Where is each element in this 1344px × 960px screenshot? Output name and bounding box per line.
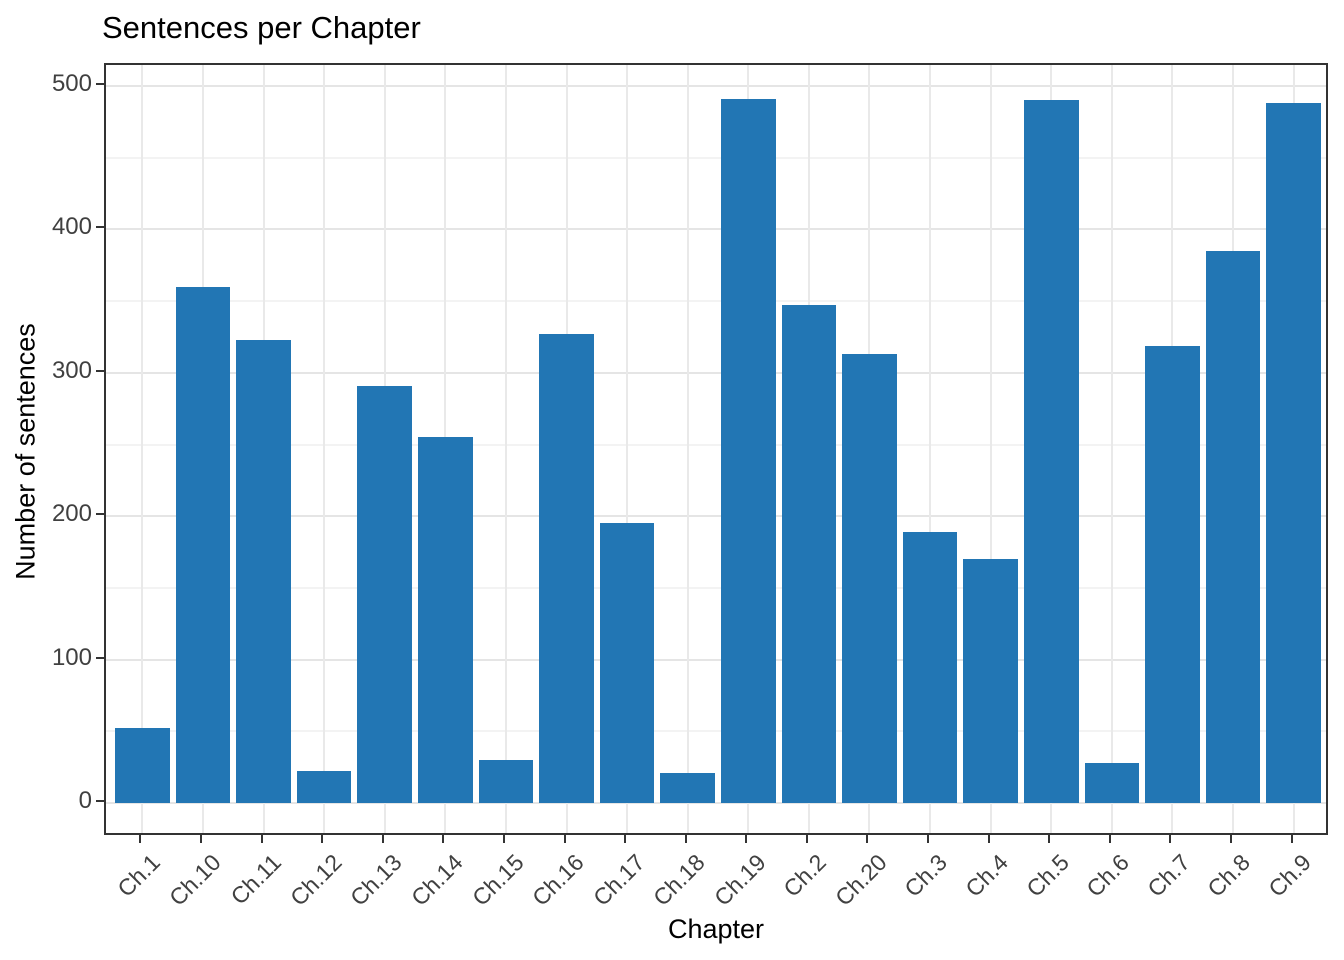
gridline-minor: [106, 586, 1326, 589]
x-axis-tick: [1230, 835, 1233, 843]
gridline-vert: [989, 65, 992, 833]
y-axis-tick: [96, 656, 104, 659]
x-tick-label: Ch.10: [163, 849, 226, 911]
gridline-vert: [323, 65, 326, 833]
x-axis-tick: [684, 835, 687, 843]
x-axis-tick: [381, 835, 384, 843]
y-axis-title: Number of sentences: [10, 323, 41, 580]
y-axis-tick: [96, 226, 104, 229]
bar-Ch.11: [236, 339, 291, 803]
gridline-major: [106, 371, 1326, 374]
x-tick-label: Ch.7: [1142, 849, 1195, 902]
gridline-vert: [1110, 65, 1113, 833]
bar-Ch.9: [1266, 103, 1321, 803]
gridline-major: [106, 228, 1326, 231]
bar-Ch.19: [721, 98, 776, 803]
y-tick-label: 100: [51, 643, 92, 671]
bar-Ch.4: [963, 559, 1018, 803]
gridline-minor: [106, 443, 1326, 446]
x-axis-tick: [321, 835, 324, 843]
x-axis-tick: [199, 835, 202, 843]
x-tick-label: Ch.4: [960, 849, 1014, 902]
x-axis-tick: [624, 835, 627, 843]
x-tick-label: Ch.5: [1020, 849, 1074, 902]
x-axis-tick: [927, 835, 930, 843]
gridline-major: [106, 515, 1326, 518]
x-tick-label: Ch.6: [1081, 849, 1135, 902]
bar-Ch.18: [660, 772, 715, 803]
x-tick-label: Ch.8: [1202, 849, 1256, 902]
bar-Ch.20: [842, 354, 897, 803]
x-tick-label: Ch.11: [225, 849, 286, 910]
x-tick-label: Ch.15: [466, 849, 529, 911]
gridline-minor: [106, 156, 1326, 159]
gridline-vert: [504, 65, 507, 833]
x-tick-label: Ch.18: [648, 849, 711, 911]
gridline-major: [106, 658, 1326, 661]
x-tick-label: Ch.3: [899, 849, 953, 902]
y-tick-label: 500: [51, 70, 92, 97]
bar-Ch.7: [1145, 345, 1200, 803]
bar-Ch.14: [418, 437, 473, 803]
x-tick-label: Ch.2: [778, 849, 832, 902]
x-tick-label: Ch.1: [111, 849, 165, 902]
gridline-major: [106, 802, 1326, 804]
x-axis-tick: [745, 835, 748, 843]
bar-Ch.16: [539, 334, 594, 803]
x-tick-label: Ch.17: [587, 849, 650, 911]
gridline-vert: [141, 65, 144, 833]
bar-Ch.12: [296, 771, 352, 803]
y-axis-tick: [96, 513, 104, 516]
x-axis-tick: [1108, 835, 1111, 843]
x-tick-label: Ch.9: [1263, 849, 1317, 902]
y-axis-tick: [96, 83, 104, 85]
x-axis-tick: [987, 835, 990, 843]
bar-Ch.3: [902, 531, 958, 803]
plot-panel: [104, 63, 1328, 835]
bar-Ch.5: [1024, 100, 1079, 803]
bar-Ch.13: [357, 385, 412, 803]
chart-title: Sentences per Chapter: [102, 10, 421, 45]
x-tick-label: Ch.14: [405, 849, 468, 911]
x-axis-tick: [139, 835, 142, 843]
x-axis-tick: [563, 835, 566, 843]
bar-Ch.17: [599, 523, 655, 803]
x-tick-label: Ch.16: [527, 849, 589, 911]
x-axis-tick: [866, 835, 869, 843]
gridline-vert: [626, 65, 629, 833]
bar-Ch.10: [175, 286, 231, 803]
x-axis-tick: [1048, 835, 1051, 843]
gridline-major: [106, 85, 1326, 87]
bar-Ch.8: [1205, 250, 1261, 803]
gridline-vert: [929, 65, 932, 833]
x-axis-title: Chapter: [667, 914, 765, 944]
gridline-vert: [686, 65, 689, 833]
x-axis-tick: [805, 835, 808, 843]
x-axis-tick: [260, 835, 263, 843]
bar-Ch.15: [478, 759, 534, 803]
y-tick-label: 400: [51, 213, 92, 241]
bar-Ch.6: [1084, 762, 1140, 803]
gridline-minor: [106, 300, 1326, 303]
x-tick-label: Ch.19: [708, 849, 771, 911]
y-tick-label: 200: [51, 500, 92, 528]
y-axis-tick: [96, 800, 104, 802]
y-tick-label: 0: [78, 787, 92, 814]
x-axis-tick: [502, 835, 505, 843]
bar-Ch.2: [781, 305, 837, 803]
x-axis-tick: [442, 835, 445, 843]
x-axis-tick: [1169, 835, 1172, 843]
x-tick-label: Ch.20: [830, 849, 892, 911]
bar-Ch.1: [115, 728, 170, 803]
x-tick-label: Ch.12: [284, 849, 347, 911]
x-axis-tick: [1290, 835, 1293, 843]
x-tick-label: Ch.13: [345, 849, 408, 911]
y-tick-label: 300: [51, 356, 92, 384]
y-axis-tick: [96, 369, 104, 372]
gridline-minor: [106, 730, 1326, 733]
